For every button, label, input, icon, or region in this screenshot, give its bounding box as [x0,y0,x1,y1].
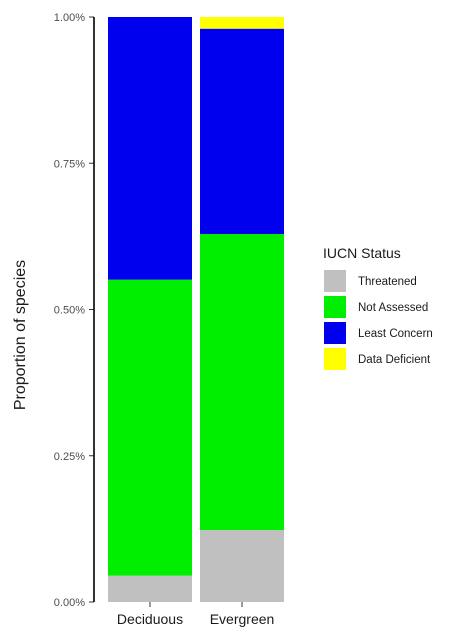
y-tick-label: 1.00% [54,12,85,24]
bar-segment [108,279,192,576]
legend-label: Threatened [358,276,417,288]
legend-swatch [324,270,346,292]
legend: IUCN Status Threatened Not Assessed Least … [323,245,433,370]
y-axis-title: Proportion of species [12,260,29,410]
legend-swatch [324,296,346,318]
legend-label: Least Concern [358,328,433,340]
y-tick-label: 0.75% [54,158,85,170]
x-tick-label: Evergreen [210,611,275,627]
bar-segment [108,17,192,280]
bar-segment [108,575,192,602]
bars [108,17,284,602]
y-tick-label: 0.00% [54,597,85,609]
y-axis-ticks: 0.00% 0.25% 0.50% 0.75% 1.00% [54,12,94,609]
y-tick-label: 0.50% [54,305,85,317]
legend-swatch [324,348,346,370]
bar-segment [200,234,284,531]
legend-swatch [324,322,346,344]
legend-label: Data Deficient [358,354,431,366]
bar-segment [200,17,284,29]
x-tick-label: Deciduous [117,611,183,627]
legend-title: IUCN Status [323,245,401,261]
legend-label: Not Assessed [358,302,428,314]
bar-segment [200,530,284,602]
bar-segment [200,28,284,235]
y-tick-label: 0.25% [54,451,85,463]
x-axis-ticks: Deciduous Evergreen [117,602,274,627]
